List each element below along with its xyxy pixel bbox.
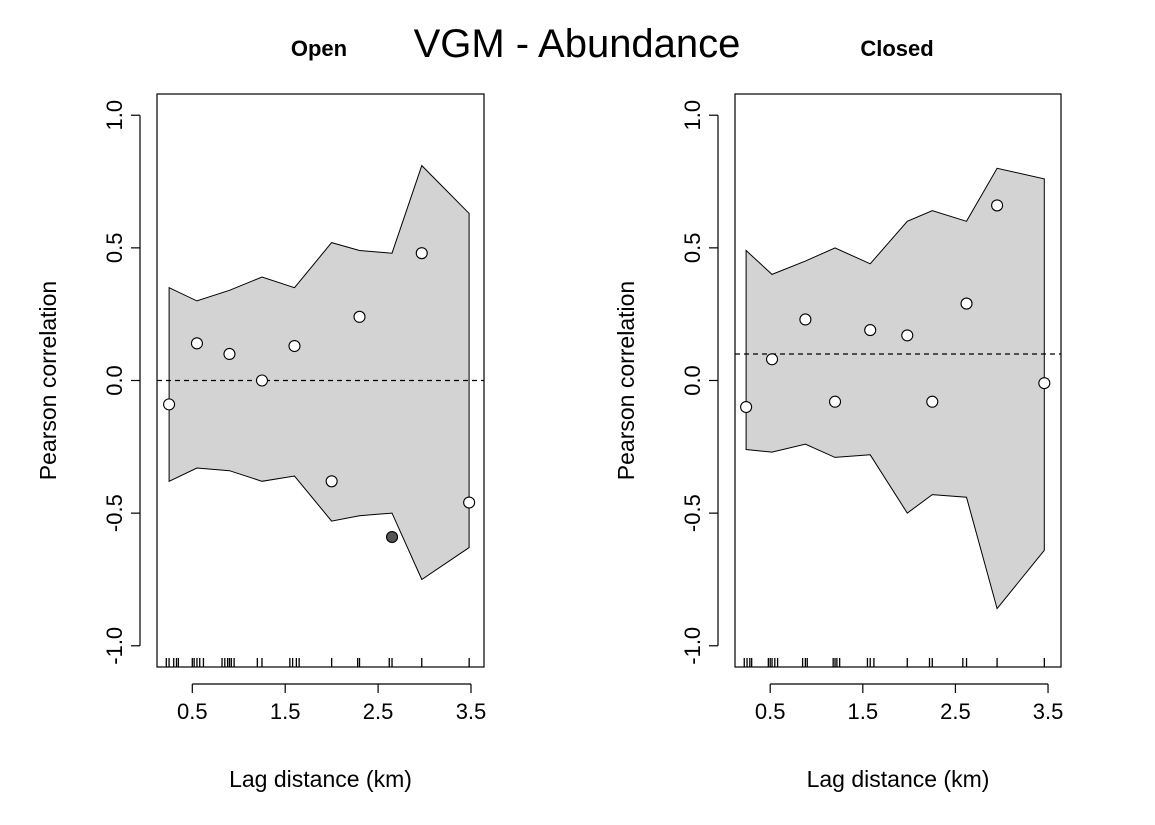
data-point: [1038, 377, 1051, 390]
confidence-envelope: [745, 167, 1045, 610]
y-tick-label: -1.0: [680, 627, 705, 665]
data-point: [255, 374, 269, 387]
data-point: [864, 324, 877, 337]
confidence-envelope: [168, 164, 470, 581]
data-point: [901, 329, 914, 342]
x-tick-label: 0.5: [755, 699, 786, 724]
x-tick-label: 0.5: [177, 699, 208, 724]
y-axis-title: Pearson correlation: [613, 281, 639, 480]
y-tick-label: -1.0: [102, 627, 127, 665]
data-point: [926, 395, 939, 408]
x-tick-label: 3.5: [1033, 699, 1064, 724]
data-point: [828, 395, 842, 408]
panel-title: Open: [291, 36, 347, 61]
data-point: [288, 339, 301, 353]
panel-closed: 0.5 1.5 2.5 3.5 -1.0 -0.5 0.0 0.5 1.0 Lag distanc…: [613, 36, 1063, 792]
panel-title: Closed: [860, 36, 933, 61]
y-tick-label: -0.5: [680, 494, 705, 532]
y-tick-label: 0.5: [102, 233, 127, 264]
x-tick-label: 2.5: [363, 699, 394, 724]
x-axis-title: Lag distance (km): [229, 766, 412, 792]
data-point: [415, 247, 428, 260]
x-tick-label: 1.5: [848, 699, 879, 724]
y-tick-label: -0.5: [102, 494, 127, 532]
x-axis-title: Lag distance (km): [807, 766, 990, 792]
main-title: VGM - Abundance: [414, 22, 741, 66]
panel-open: 0.5 1.5 2.5 3.5 -1.0 -0.5 0.0 0.5 1.0 Lag distanc…: [35, 36, 486, 792]
y-tick-label: 1.0: [680, 100, 705, 131]
data-point: [325, 475, 338, 488]
data-point: [190, 337, 203, 350]
data-point: [991, 199, 1004, 212]
data-point: [463, 496, 476, 509]
x-tick-label: 2.5: [940, 699, 971, 724]
data-point: [163, 398, 176, 411]
data-point: [385, 530, 399, 544]
plot-frame: [734, 93, 1062, 668]
y-tick-label: 0.0: [680, 365, 705, 396]
data-point: [223, 347, 236, 361]
plot-frame: [156, 93, 485, 668]
data-point: [799, 313, 812, 326]
y-axis-title: Pearson correlation: [35, 281, 61, 480]
y-tick-label: 0.5: [680, 233, 705, 264]
x-tick-label: 3.5: [456, 699, 487, 724]
y-tick-label: 0.0: [102, 365, 127, 396]
data-point: [353, 310, 366, 323]
data-point: [960, 297, 973, 310]
data-point: [740, 400, 753, 414]
x-tick-label: 1.5: [270, 699, 301, 724]
y-tick-label: 1.0: [102, 100, 127, 131]
data-point: [765, 353, 779, 366]
